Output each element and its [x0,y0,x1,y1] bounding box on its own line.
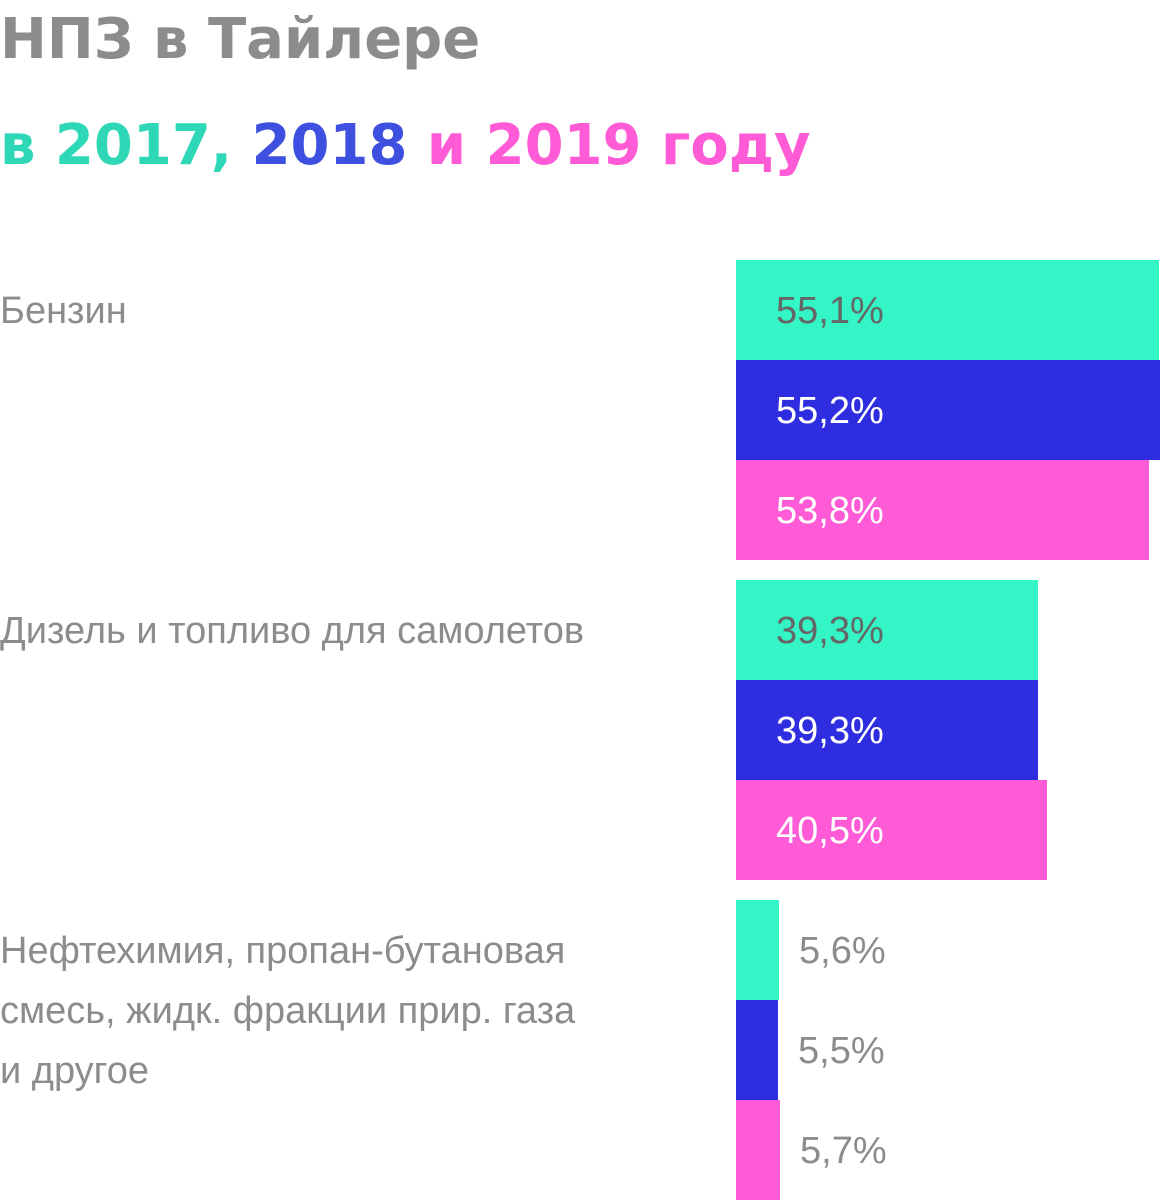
bar-2017 [736,580,1038,680]
category-label: Бензин [0,290,127,332]
bar-2017 [736,900,779,1000]
data-label: 39,3% [776,610,884,652]
subtitle-part-2018: 2018 [251,113,408,178]
bar-2018 [736,360,1160,460]
bar-2018 [736,1000,778,1100]
bar-2017 [736,260,1159,360]
data-label: 40,5% [776,810,884,852]
data-label: 53,8% [776,490,884,532]
data-label: 5,7% [800,1130,887,1172]
bar-2019 [736,1100,780,1200]
subtitle-part-2017: в 2017, [0,113,252,178]
bar-2019 [736,780,1047,880]
category-label: Дизель и топливо для самолетов [0,610,584,652]
chart-title: НПЗ в Тайлере [0,7,481,72]
data-label: 5,5% [798,1030,885,1072]
data-label: 55,2% [776,390,884,432]
subtitle-part-2019: и 2019 году [407,113,811,178]
bar-2019 [736,460,1149,560]
data-label: 39,3% [776,710,884,752]
chart-subtitle: в 2017, 2018 и 2019 году [0,118,810,174]
data-label: 55,1% [776,290,884,332]
category-label: Нефтехимия, пропан-бутановая смесь, жидк.… [0,930,576,1092]
data-label: 5,6% [799,930,886,972]
bar-2018 [736,680,1038,780]
